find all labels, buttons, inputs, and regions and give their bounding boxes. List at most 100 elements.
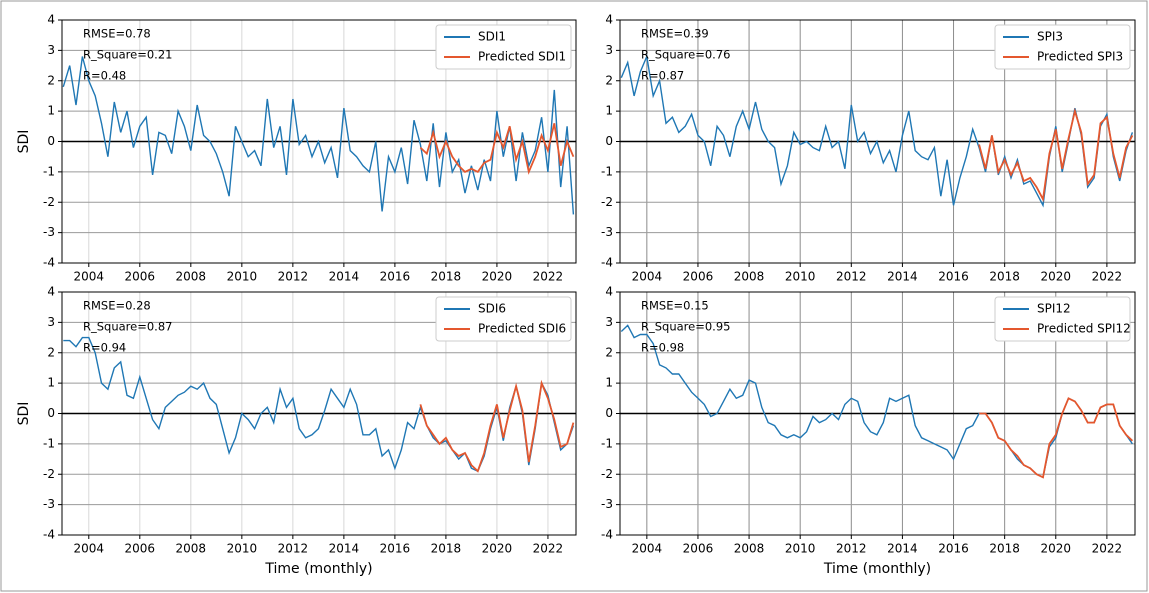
- x-tick-label: 2008: [734, 542, 765, 556]
- annotation: RMSE=0.28: [83, 299, 151, 313]
- series-line: [62, 56, 575, 215]
- y-tick-label: 4: [47, 13, 55, 27]
- y-tick-label: 4: [605, 285, 613, 299]
- x-tick-label: 2014: [887, 270, 918, 284]
- y-tick-label: 3: [47, 315, 55, 329]
- legend-label: SPI12: [1037, 302, 1071, 316]
- x-tick-label: 2016: [938, 270, 969, 284]
- x-tick-label: 2006: [683, 542, 714, 556]
- x-tick-label: 2012: [836, 270, 867, 284]
- y-tick-label: 1: [605, 376, 613, 390]
- legend-label: SPI3: [1037, 30, 1063, 44]
- y-tick-label: 1: [47, 376, 55, 390]
- series-line: [978, 107, 1134, 203]
- x-tick-label: 2022: [533, 542, 564, 556]
- x-tick-label: 2020: [482, 270, 513, 284]
- y-tick-label: -1: [43, 436, 55, 450]
- x-tick-label: 2018: [989, 542, 1020, 556]
- annotation: R_Square=0.21: [83, 48, 172, 62]
- x-tick-label: 2008: [734, 270, 765, 284]
- x-tick-label: 2012: [278, 270, 309, 284]
- x-tick-label: 2006: [125, 542, 156, 556]
- plot-frame: [619, 291, 1136, 536]
- x-tick-label: 2018: [431, 542, 462, 556]
- annotation: R=0.94: [83, 341, 126, 355]
- annotation: R_Square=0.87: [83, 320, 172, 334]
- x-tick-label: 2004: [74, 270, 105, 284]
- x-tick-label: 2008: [176, 270, 207, 284]
- legend-label: Predicted SDI6: [478, 322, 566, 336]
- legend-label: Predicted SPI3: [1037, 50, 1123, 64]
- y-tick-label: 2: [605, 73, 613, 87]
- x-tick-label: 2004: [632, 542, 663, 556]
- x-tick-label: 2016: [938, 542, 969, 556]
- y-tick-label: -2: [601, 195, 613, 209]
- y-tick-label: 0: [47, 406, 55, 420]
- y-tick-label: 3: [47, 43, 55, 57]
- annotation: RMSE=0.78: [83, 27, 151, 41]
- x-tick-label: 2012: [836, 542, 867, 556]
- x-tick-label: 2018: [431, 270, 462, 284]
- y-tick-label: -1: [43, 164, 55, 178]
- x-tick-label: 2022: [533, 270, 564, 284]
- legend-label: SDI1: [478, 30, 506, 44]
- annotation: R_Square=0.76: [641, 48, 730, 62]
- x-axis-label: Time (monthly): [823, 561, 931, 577]
- y-tick-label: 2: [47, 345, 55, 359]
- y-tick-label: -3: [601, 225, 613, 239]
- y-tick-label: -3: [43, 497, 55, 511]
- x-axis-label: Time (monthly): [264, 561, 372, 577]
- y-tick-label: 3: [605, 43, 613, 57]
- legend-label: Predicted SPI12: [1037, 322, 1131, 336]
- y-tick-label: 4: [47, 285, 55, 299]
- y-tick-label: -3: [601, 497, 613, 511]
- annotation: RMSE=0.39: [641, 27, 709, 41]
- x-tick-label: 2022: [1092, 270, 1123, 284]
- series-line: [979, 397, 1134, 479]
- x-tick-label: 2022: [1092, 542, 1123, 556]
- y-tick-label: -4: [601, 256, 613, 270]
- x-tick-label: 2012: [278, 542, 309, 556]
- y-tick-label: 3: [605, 315, 613, 329]
- annotation: R=0.98: [641, 341, 684, 355]
- x-tick-label: 2020: [1040, 542, 1071, 556]
- plot-frame: [619, 19, 1136, 264]
- y-tick-label: -1: [601, 436, 613, 450]
- y-tick-label: 1: [47, 104, 55, 118]
- y-tick-label: 0: [47, 134, 55, 148]
- annotation: R_Square=0.95: [641, 320, 730, 334]
- x-tick-label: 2010: [227, 542, 258, 556]
- x-tick-label: 2014: [887, 542, 918, 556]
- annotation: R=0.87: [641, 69, 684, 83]
- x-tick-label: 2004: [74, 542, 105, 556]
- y-tick-label: 0: [605, 134, 613, 148]
- x-tick-label: 2020: [482, 542, 513, 556]
- y-axis-label: SDI: [16, 402, 32, 426]
- y-tick-label: -2: [43, 467, 55, 481]
- y-axis-label: SDI: [16, 130, 32, 154]
- x-tick-label: 2010: [785, 270, 816, 284]
- y-tick-label: -1: [601, 164, 613, 178]
- y-tick-label: -3: [43, 225, 55, 239]
- y-tick-label: -4: [43, 256, 55, 270]
- x-tick-label: 2010: [785, 542, 816, 556]
- legend-label: SDI6: [478, 302, 506, 316]
- y-tick-label: 0: [605, 406, 613, 420]
- series-line: [419, 123, 575, 175]
- x-tick-label: 2006: [125, 270, 156, 284]
- series-line: [419, 379, 575, 473]
- y-tick-label: 2: [605, 345, 613, 359]
- y-tick-label: -4: [601, 528, 613, 542]
- x-tick-label: 2010: [227, 270, 258, 284]
- legend-label: Predicted SDI1: [478, 50, 566, 64]
- x-tick-label: 2016: [380, 542, 411, 556]
- y-tick-label: -2: [43, 195, 55, 209]
- x-tick-label: 2018: [989, 270, 1020, 284]
- y-tick-label: 1: [605, 104, 613, 118]
- plot-frame: [61, 19, 577, 264]
- y-tick-label: -4: [43, 528, 55, 542]
- y-tick-label: -2: [601, 467, 613, 481]
- y-tick-label: 4: [605, 13, 613, 27]
- x-tick-label: 2020: [1040, 270, 1071, 284]
